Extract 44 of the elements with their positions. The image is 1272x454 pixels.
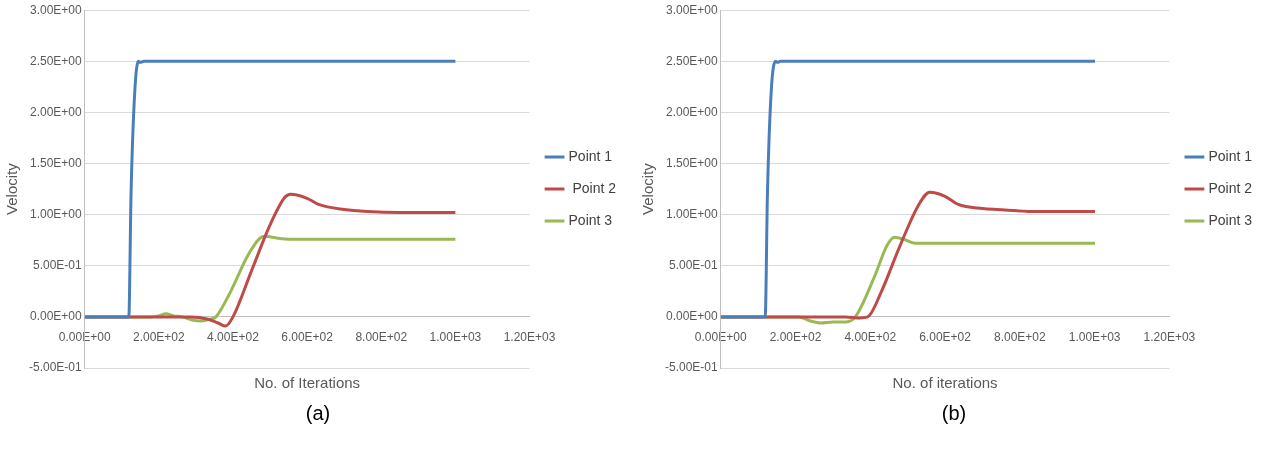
x-tick-label: 6.00E+02 xyxy=(281,330,334,345)
x-axis-title: No. of Iterations xyxy=(254,373,361,391)
legend-label: Point 2 xyxy=(568,179,617,196)
legend-label: Point 2 xyxy=(1208,179,1253,196)
y-tick-label: -5.00E-01 xyxy=(29,360,83,375)
y-tick-label: 2.00E+00 xyxy=(665,104,719,119)
y-tick-label: 1.00E+00 xyxy=(29,206,83,221)
y-tick-label: 0.00E+00 xyxy=(665,309,719,324)
y-tick-label: 2.50E+00 xyxy=(29,53,83,68)
y-axis-title: Velocity xyxy=(3,162,21,215)
x-tick-label: 0.00E+00 xyxy=(694,330,747,345)
x-tick-label: 4.00E+02 xyxy=(844,330,897,345)
y-tick-label: 1.50E+00 xyxy=(665,155,719,170)
y-tick-label: 3.00E+00 xyxy=(665,2,719,17)
x-tick-label: 1.00E+03 xyxy=(1068,330,1121,345)
x-tick-label: 8.00E+02 xyxy=(993,330,1047,345)
legend-label: Point 3 xyxy=(1208,211,1253,228)
x-tick-label: 2.00E+02 xyxy=(769,330,822,345)
y-tick-label: 0.00E+00 xyxy=(29,309,83,324)
text: (a) xyxy=(304,402,332,425)
x-tick-label: 8.00E+02 xyxy=(355,330,408,345)
text: (b) xyxy=(940,402,968,425)
y-tick-label: 5.00E-01 xyxy=(669,258,719,273)
legend-label: Point 3 xyxy=(568,211,613,228)
y-tick-label: 1.00E+00 xyxy=(665,206,719,221)
x-tick-label: 1.20E+03 xyxy=(1143,330,1196,345)
x-tick-label: 6.00E+02 xyxy=(919,330,972,345)
y-tick-label: 3.00E+00 xyxy=(29,2,83,17)
x-tick-label: 0.00E+00 xyxy=(58,330,111,345)
legend-label: Point 1 xyxy=(1208,147,1253,164)
x-tick-label: 1.20E+03 xyxy=(503,330,556,345)
legend-label: Point 1 xyxy=(568,147,613,164)
x-tick-label: 1.00E+03 xyxy=(429,330,482,345)
x-tick-label: 2.00E+02 xyxy=(132,330,186,345)
y-axis-title: Velocity xyxy=(639,162,657,215)
y-tick-label: 2.00E+00 xyxy=(29,104,83,119)
x-tick-label: 4.00E+02 xyxy=(207,330,260,345)
y-tick-label: -5.00E-01 xyxy=(665,360,719,375)
y-tick-label: 2.50E+00 xyxy=(665,53,719,68)
line-series xyxy=(720,59,1097,319)
x-axis-title: No. of iterations xyxy=(892,373,998,391)
y-tick-label: 1.50E+00 xyxy=(29,155,83,170)
y-tick-label: 5.00E-01 xyxy=(33,258,83,273)
line-series xyxy=(84,59,457,319)
